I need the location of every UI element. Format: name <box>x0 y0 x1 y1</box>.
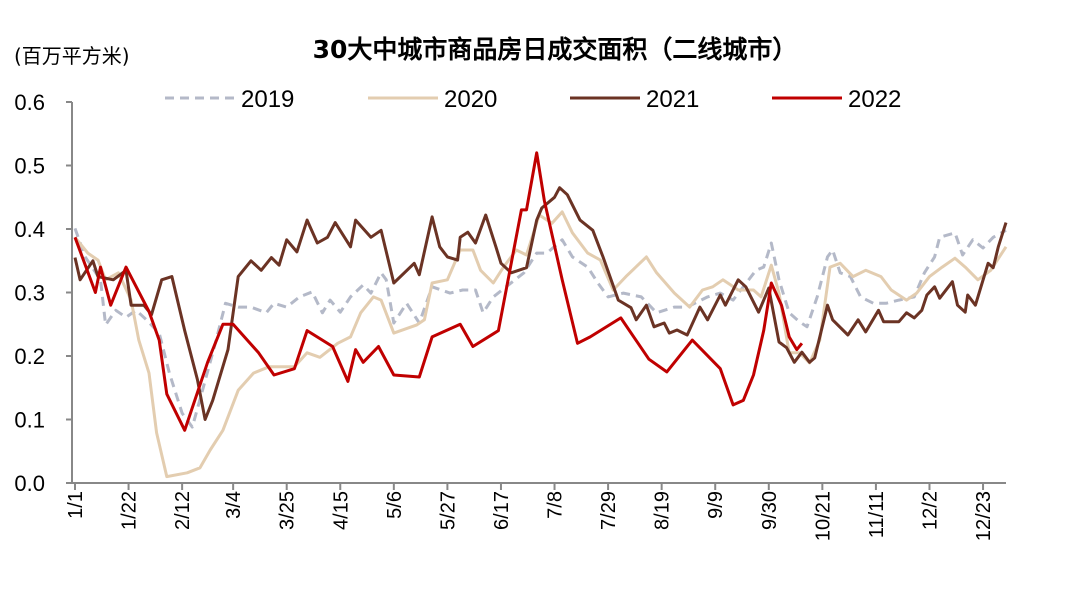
series-line-2021 <box>73 186 1008 421</box>
series-line-2019 <box>73 227 1007 429</box>
x-tick-label: 5/6 <box>384 491 406 519</box>
x-tick-label: 4/15 <box>330 491 352 530</box>
x-tick-label: 3/4 <box>223 491 245 519</box>
legend-label-2022: 2022 <box>848 86 901 113</box>
x-tick-label: 1/1 <box>65 491 87 519</box>
x-tick-label: 2/12 <box>172 491 194 530</box>
y-tick-label: 0.0 <box>14 471 45 496</box>
y-tick-label: 0.3 <box>14 281 45 306</box>
x-tick-label: 12/2 <box>919 491 941 530</box>
y-tick-label: 0.2 <box>14 344 45 369</box>
chart-title: 30大中城市商品房日成交面积（二线城市） <box>312 35 798 64</box>
series-line-2022 <box>73 151 804 432</box>
x-tick-label: 6/17 <box>491 491 513 530</box>
x-tick-label: 12/23 <box>973 491 995 541</box>
x-tick-label: 11/11 <box>866 491 888 538</box>
legend-label-2020: 2020 <box>444 86 497 113</box>
x-tick-label: 3/25 <box>277 491 299 530</box>
x-tick-label: 8/19 <box>652 491 674 530</box>
x-tick-label: 9/30 <box>759 491 781 530</box>
y-tick-label: 0.5 <box>14 154 45 179</box>
legend-label-2021: 2021 <box>646 86 699 113</box>
x-tick-label: 7/8 <box>545 491 567 519</box>
y-axis-label: (百万平方米) <box>14 44 130 68</box>
x-tick-label: 1/22 <box>119 491 141 530</box>
legend-label-2019: 2019 <box>241 86 294 113</box>
x-tick-label: 9/9 <box>705 491 727 519</box>
y-tick-label: 0.1 <box>14 408 45 433</box>
y-tick-label: 0.6 <box>14 90 45 115</box>
x-tick-label: 10/21 <box>812 491 834 541</box>
series-line-2020 <box>73 210 1008 479</box>
x-tick-label: 5/27 <box>437 491 459 530</box>
y-tick-label: 0.4 <box>14 217 45 242</box>
x-tick-label: 7/29 <box>598 491 620 530</box>
